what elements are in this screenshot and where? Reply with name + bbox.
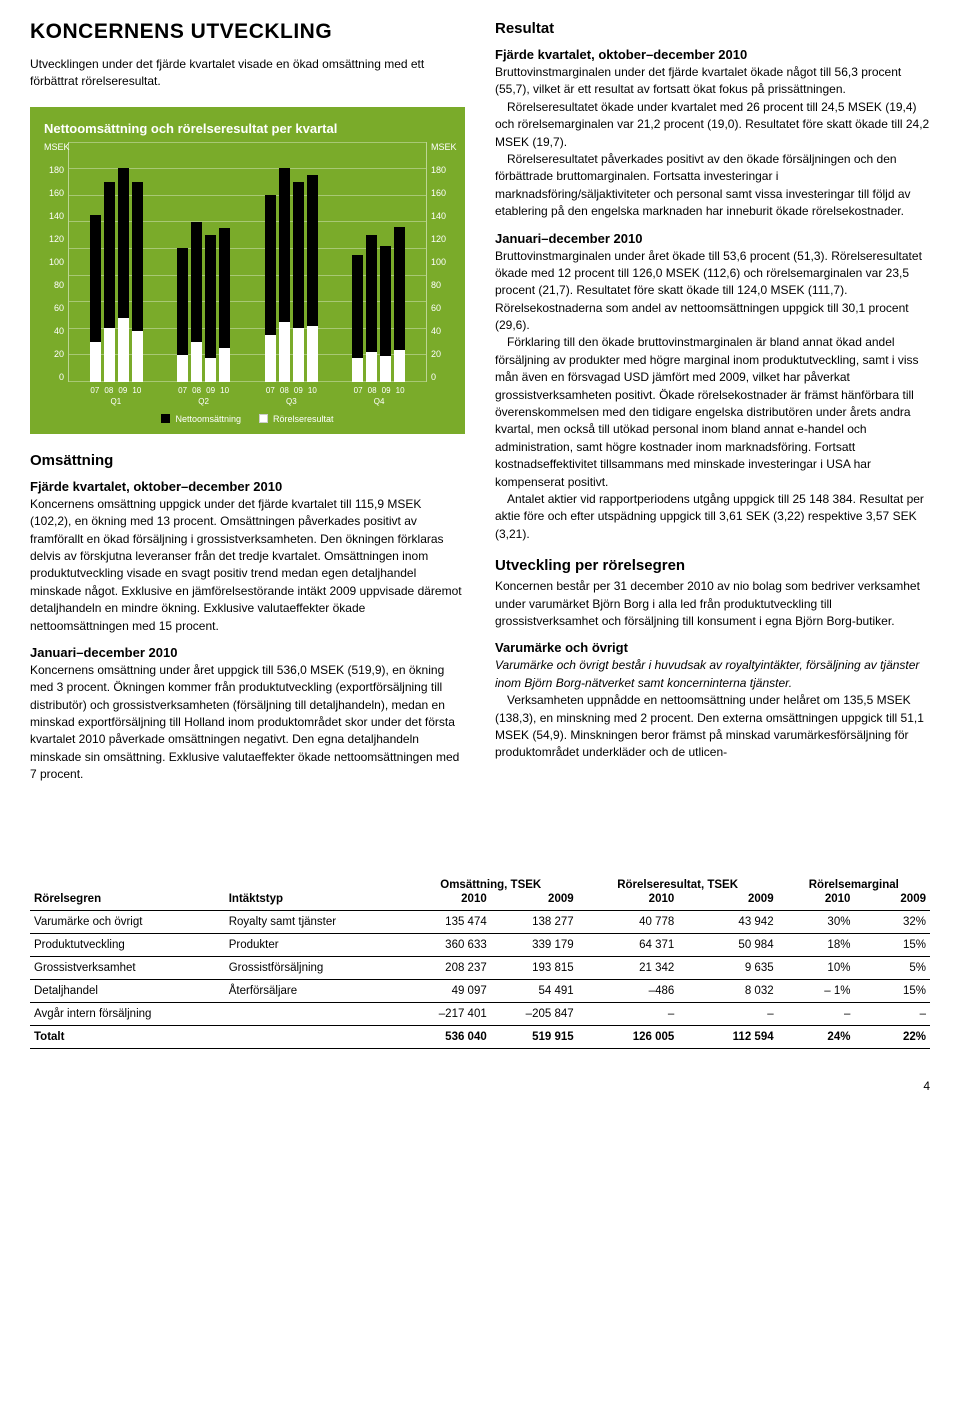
res-p1: Bruttovinstmarginalen under det fjärde k… — [495, 64, 930, 99]
page-number: 4 — [30, 1079, 930, 1093]
bar — [132, 142, 143, 382]
bar-group — [265, 142, 318, 382]
intro-text: Utvecklingen under det fjärde kvartalet … — [30, 56, 465, 91]
x-group-label: 07080910Q3 — [248, 386, 336, 406]
oms-sub2: Januari–december 2010 — [30, 645, 465, 660]
table-total-row: Totalt536 040519 915126 005112 59424%22% — [30, 1025, 930, 1048]
resultat-heading: Resultat — [495, 20, 930, 37]
x-group-label: 07080910Q4 — [335, 386, 423, 406]
bar — [177, 142, 188, 382]
table-group-row: Omsättning, TSEK Rörelseresultat, TSEK R… — [30, 874, 930, 893]
th-typ: Intäktstyp — [225, 893, 404, 911]
bar — [366, 142, 377, 382]
seg-p2: Varumärke och övrigt består i huvudsak a… — [495, 657, 930, 692]
left-column: KONCERNENS UTVECKLING Utvecklingen under… — [30, 20, 465, 794]
right-column: Resultat Fjärde kvartalet, oktober–decem… — [495, 20, 930, 794]
oms-p2: Koncernens omsättning under året uppgick… — [30, 662, 465, 784]
table-header-row: Rörelsegren Intäktstyp 2010 2009 2010 20… — [30, 893, 930, 911]
chart-plot: MSEK180160140120100806040200 MSEK1801601… — [44, 142, 451, 382]
chart-title: Nettoomsättning och rörelseresultat per … — [44, 121, 451, 136]
bar — [265, 142, 276, 382]
table-head: Omsättning, TSEK Rörelseresultat, TSEK R… — [30, 874, 930, 911]
bar — [352, 142, 363, 382]
table-body: Varumärke och övrigtRoyalty samt tjänste… — [30, 910, 930, 1048]
bar — [380, 142, 391, 382]
bar-group — [90, 142, 143, 382]
swatch-ror — [259, 414, 268, 423]
legend-item-ror: Rörelseresultat — [259, 414, 334, 424]
table-row: GrossistverksamhetGrossistförsäljning208… — [30, 956, 930, 979]
bar — [293, 142, 304, 382]
grp-oms: Omsättning, TSEK — [404, 874, 578, 893]
grp-marg: Rörelsemarginal — [778, 874, 930, 893]
page-title: KONCERNENS UTVECKLING — [30, 20, 465, 44]
bar — [191, 142, 202, 382]
bar-group — [177, 142, 230, 382]
legend-label-netto: Nettoomsättning — [175, 414, 241, 424]
th-y0: 2010 — [404, 893, 491, 911]
res-p3: Rörelseresultatet påverkades positivt av… — [495, 151, 930, 221]
bar — [279, 142, 290, 382]
th-y2: 2010 — [578, 893, 679, 911]
chart-box: Nettoomsättning och rörelseresultat per … — [30, 107, 465, 434]
x-axis-labels: 07080910Q107080910Q207080910Q307080910Q4 — [44, 386, 451, 406]
x-group-label: 07080910Q2 — [160, 386, 248, 406]
bar — [394, 142, 405, 382]
legend-item-netto: Nettoomsättning — [161, 414, 241, 424]
bar — [205, 142, 216, 382]
segment-table: Omsättning, TSEK Rörelseresultat, TSEK R… — [30, 874, 930, 1049]
th-y4: 2010 — [778, 893, 855, 911]
th-y1: 2009 — [491, 893, 578, 911]
y-axis-left: MSEK180160140120100806040200 — [44, 142, 68, 382]
seg-p1: Koncernen består per 31 december 2010 av… — [495, 578, 930, 630]
page: KONCERNENS UTVECKLING Utvecklingen under… — [30, 20, 930, 1093]
oms-p1: Koncernens omsättning uppgick under det … — [30, 496, 465, 635]
x-group-label: 07080910Q1 — [72, 386, 160, 406]
two-column-layout: KONCERNENS UTVECKLING Utvecklingen under… — [30, 20, 930, 794]
bar — [104, 142, 115, 382]
res-p6: Antalet aktier vid rapportperiodens utgå… — [495, 491, 930, 543]
bar — [90, 142, 101, 382]
th-y5: 2009 — [854, 893, 930, 911]
table-row: Avgår intern försäljning–217 401–205 847… — [30, 1002, 930, 1025]
seg-p2-em: Varumärke och övrigt består i huvudsak a… — [495, 658, 919, 689]
grp-ror: Rörelseresultat, TSEK — [578, 874, 778, 893]
table-row: DetaljhandelÅterförsäljare49 09754 491–4… — [30, 979, 930, 1002]
table-row: ProduktutvecklingProdukter360 633339 179… — [30, 933, 930, 956]
bar-group — [352, 142, 405, 382]
seg-p3: Verksamheten uppnådde en nettoomsättning… — [495, 692, 930, 762]
th-y3: 2009 — [678, 893, 777, 911]
seg-heading: Utveckling per rörelsegren — [495, 557, 930, 574]
seg-sub1: Varumärke och övrigt — [495, 640, 930, 655]
omsattning-heading: Omsättning — [30, 452, 465, 469]
bar-groups — [69, 142, 426, 382]
table-row: Varumärke och övrigtRoyalty samt tjänste… — [30, 910, 930, 933]
res-p5: Förklaring till den ökade bruttovinstmar… — [495, 334, 930, 491]
legend-label-ror: Rörelseresultat — [273, 414, 334, 424]
bar — [219, 142, 230, 382]
swatch-netto — [161, 414, 170, 423]
chart: MSEK180160140120100806040200 MSEK1801601… — [44, 142, 451, 424]
bar — [307, 142, 318, 382]
segment-table-wrap: Omsättning, TSEK Rörelseresultat, TSEK R… — [30, 874, 930, 1049]
plot-area — [68, 142, 427, 382]
res-sub1: Fjärde kvartalet, oktober–december 2010 — [495, 47, 930, 62]
th-seg: Rörelsegren — [30, 893, 225, 911]
oms-sub1: Fjärde kvartalet, oktober–december 2010 — [30, 479, 465, 494]
res-p2: Rörelseresultatet ökade under kvartalet … — [495, 99, 930, 151]
chart-legend: Nettoomsättning Rörelseresultat — [44, 414, 451, 424]
res-p4: Bruttovinstmarginalen under året ökade t… — [495, 248, 930, 335]
y-axis-right: MSEK180160140120100806040200 — [427, 142, 451, 382]
res-sub2: Januari–december 2010 — [495, 231, 930, 246]
bar — [118, 142, 129, 382]
